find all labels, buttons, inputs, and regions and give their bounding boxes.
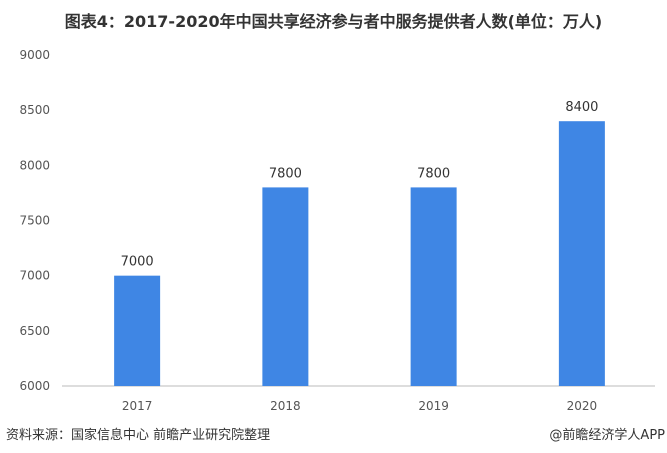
- source-note: 资料来源：国家信息中心 前瞻产业研究院整理: [6, 428, 271, 443]
- bar: [262, 187, 309, 386]
- y-tick-label: 7500: [19, 214, 50, 228]
- y-tick-label: 8000: [19, 158, 50, 172]
- x-tick-label: 2019: [418, 399, 449, 413]
- y-tick-label: 8500: [19, 103, 50, 117]
- y-tick-label: 6500: [19, 324, 50, 338]
- chart-title: 图表4：2017-2020年中国共享经济参与者中服务提供者人数(单位：万人): [64, 12, 603, 31]
- x-tick-label: 2020: [567, 399, 598, 413]
- bar: [410, 187, 457, 386]
- credit-note: @前瞻经济学人APP: [549, 428, 665, 443]
- x-tick-label: 2017: [122, 399, 153, 413]
- data-label: 7000: [121, 255, 154, 270]
- y-tick-label: 7000: [19, 269, 50, 283]
- data-label: 8400: [565, 100, 598, 115]
- bar: [558, 121, 605, 386]
- data-label: 7800: [269, 166, 302, 181]
- x-tick-label: 2018: [270, 399, 301, 413]
- y-tick-label: 9000: [19, 48, 50, 62]
- data-label: 7800: [417, 166, 450, 181]
- y-tick-label: 6000: [19, 379, 50, 393]
- bar: [114, 275, 161, 386]
